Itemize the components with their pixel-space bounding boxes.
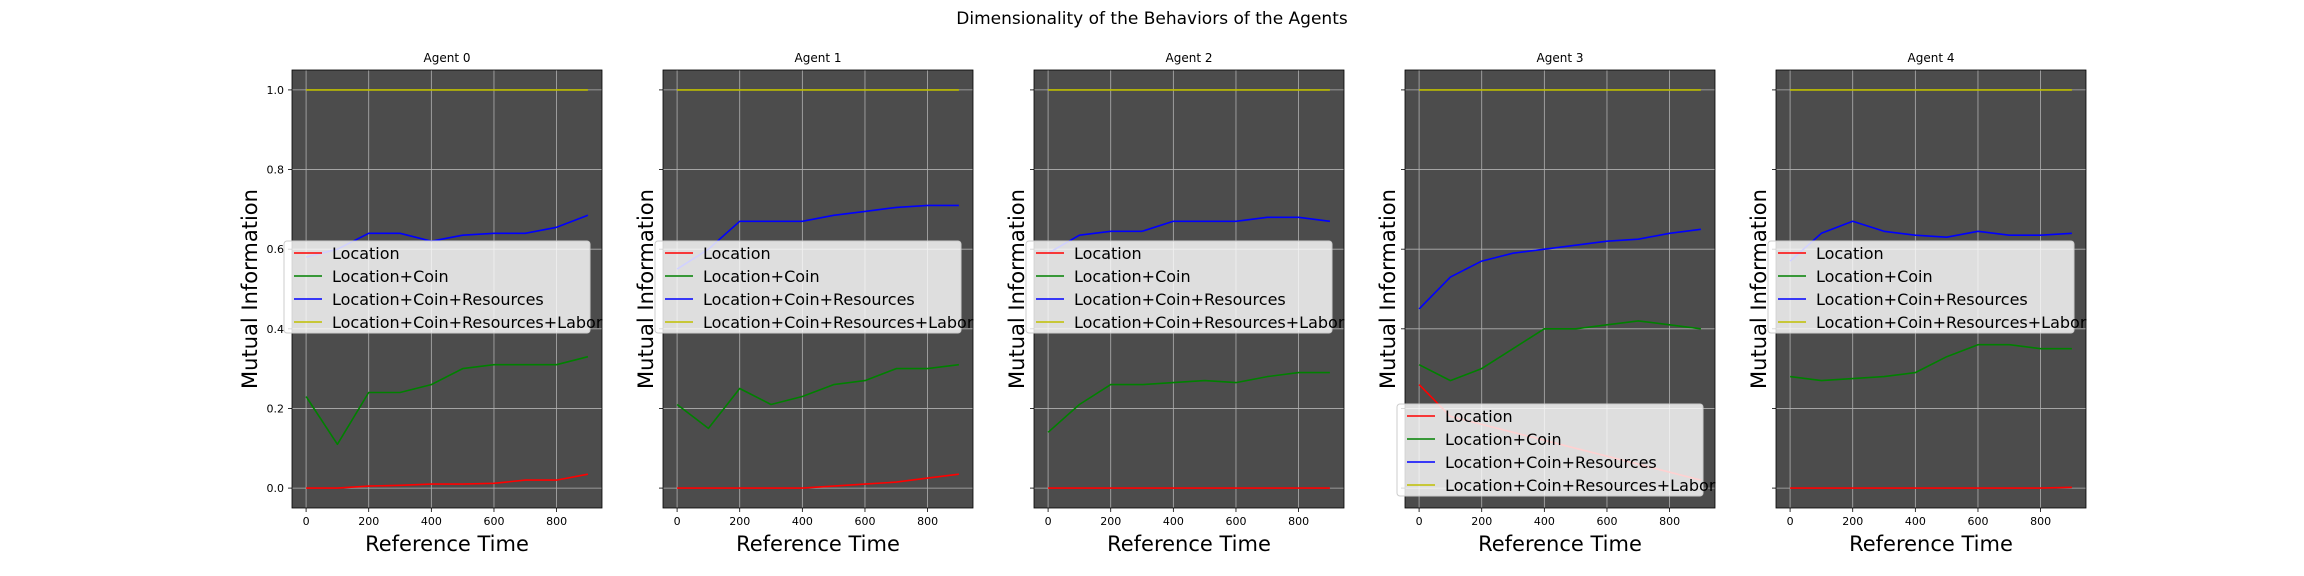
x-tick-label: 400 — [792, 515, 813, 528]
y-tick-label: 1.0 — [267, 84, 285, 97]
legend-entry-label: Location+Coin+Resources — [1445, 453, 1657, 472]
series-line-location-coin — [1418, 320, 1702, 382]
legend-entry-label: Location — [332, 244, 400, 263]
legend-entry-label: Location+Coin+Resources — [703, 290, 915, 309]
series-line-location — [1790, 486, 2072, 489]
legend-entry-label: Location+Coin+Resources — [1816, 290, 2028, 309]
x-tick-label: 600 — [1225, 515, 1246, 528]
legend-box — [1767, 240, 2075, 334]
series-line-location-coin — [305, 355, 589, 446]
legend: Location Location+Coin Location+Coin+Resou… — [283, 240, 603, 334]
subplot-title: Agent 4 — [1908, 51, 1955, 65]
x-tick-label: 600 — [483, 515, 504, 528]
legend-entry-label: Location+Coin — [703, 267, 820, 286]
legend-entry-label: Location+Coin+Resources+Labor — [1074, 313, 1345, 332]
x-tick-label: 800 — [546, 515, 567, 528]
series-line-location-coin — [676, 363, 959, 430]
series-line-location — [306, 473, 589, 489]
y-axis-label: Mutual Information — [1005, 189, 1029, 389]
legend-box — [283, 240, 591, 334]
x-tick-label: 200 — [729, 515, 750, 528]
axes-frame — [1404, 69, 1716, 509]
x-tick-label: 600 — [854, 515, 875, 528]
series-line-location-coin-resources — [1418, 228, 1702, 310]
subplot-title: Agent 1 — [795, 51, 842, 65]
x-axis-label: Reference Time — [736, 532, 900, 556]
series-line-location-coin — [1789, 343, 2072, 382]
y-tick-label: 0.2 — [267, 402, 285, 415]
x-axis-label: Reference Time — [365, 532, 529, 556]
subplot-title: Agent 2 — [1166, 51, 1213, 65]
x-axis-label: Reference Time — [1849, 532, 2013, 556]
subplot-agent-0: 0 200 400 600 800 0.0 0.2 0.4 0.6 0.8 1.0 Agent 0 Re… — [238, 51, 603, 556]
subplot-agent-3: 0 200 400 600 800 Agent 3 Reference Time Mutual… — [1376, 51, 1716, 556]
x-tick-label: 0 — [1787, 515, 1794, 528]
legend: Location Location+Coin Location+Coin+Resou… — [1025, 240, 1345, 334]
x-tick-label: 400 — [1534, 515, 1555, 528]
legend-entry-label: Location — [1816, 244, 1884, 263]
x-tick-label: 400 — [1163, 515, 1184, 528]
legend-entry-label: Location — [1074, 244, 1142, 263]
figure-title: Dimensionality of the Behaviors of the A… — [956, 9, 1348, 29]
subplot-title: Agent 0 — [424, 51, 471, 65]
legend-entry-label: Location+Coin+Resources — [332, 290, 544, 309]
x-tick-label: 200 — [358, 515, 379, 528]
x-tick-label: 800 — [1288, 515, 1309, 528]
panels: 0 200 400 600 800 0.0 0.2 0.4 0.6 0.8 1.0 Agent 0 Re… — [238, 51, 2087, 556]
x-tick-label: 800 — [2030, 515, 2051, 528]
legend-entry-label: Location+Coin — [1445, 430, 1562, 449]
x-tick-label: 0 — [1045, 515, 1052, 528]
series-line-location-coin-resources — [676, 204, 959, 270]
legend-box — [1025, 240, 1333, 334]
legend-entry-label: Location+Coin+Resources+Labor — [332, 313, 603, 332]
legend-entry-label: Location — [1445, 407, 1513, 426]
y-axis-label: Mutual Information — [238, 189, 262, 389]
y-tick-label: 0.6 — [267, 243, 285, 256]
x-tick-label: 0 — [303, 515, 310, 528]
x-tick-label: 200 — [1471, 515, 1492, 528]
x-tick-label: 200 — [1842, 515, 1863, 528]
y-axis-label: Mutual Information — [1376, 189, 1400, 389]
subplot-agent-2: 0 200 400 600 800 Agent 2 Reference Time Mutual… — [1005, 51, 1345, 556]
legend-entry-label: Location — [703, 244, 771, 263]
x-tick-label: 600 — [1967, 515, 1988, 528]
legend-box — [1396, 403, 1704, 497]
legend-entry-label: Location+Coin — [1074, 267, 1191, 286]
y-tick-label: 0.4 — [267, 323, 285, 336]
y-tick-label: 0.0 — [267, 482, 285, 495]
x-tick-label: 800 — [917, 515, 938, 528]
legend-entry-label: Location+Coin — [332, 267, 449, 286]
subplot-agent-1: 0 200 400 600 800 Agent 1 Reference Time Mutual… — [634, 51, 974, 556]
series-line-location-coin — [1047, 371, 1330, 433]
subplot-title: Agent 3 — [1537, 51, 1584, 65]
legend-box — [654, 240, 962, 334]
legend-entry-label: Location+Coin+Resources — [1074, 290, 1286, 309]
legend-entry-label: Location+Coin+Resources+Labor — [1445, 476, 1716, 495]
legend-entry-label: Location+Coin+Resources+Labor — [703, 313, 974, 332]
legend-entry-label: Location+Coin+Resources+Labor — [1816, 313, 2087, 332]
y-tick-label: 0.8 — [267, 164, 285, 177]
x-tick-label: 200 — [1100, 515, 1121, 528]
legend: Location Location+Coin Location+Coin+Resou… — [1396, 403, 1716, 497]
x-tick-label: 400 — [421, 515, 442, 528]
x-axis-label: Reference Time — [1478, 532, 1642, 556]
legend: Location Location+Coin Location+Coin+Resou… — [654, 240, 974, 334]
series-line-location — [677, 473, 959, 489]
x-axis-label: Reference Time — [1107, 532, 1271, 556]
legend: Location Location+Coin Location+Coin+Resou… — [1767, 240, 2087, 334]
y-axis-label: Mutual Information — [634, 189, 658, 389]
y-axis-label: Mutual Information — [1747, 189, 1771, 389]
x-tick-label: 0 — [1416, 515, 1423, 528]
x-tick-label: 400 — [1905, 515, 1926, 528]
series-line-location-coin-resources — [1047, 216, 1331, 254]
series-line-location-coin-resources — [1789, 220, 2072, 262]
legend-entry-label: Location+Coin — [1816, 267, 1933, 286]
x-tick-label: 600 — [1596, 515, 1617, 528]
subplot-agent-4: 0 200 400 600 800 Agent 4 Reference Time Mutual… — [1747, 51, 2087, 556]
x-tick-label: 800 — [1659, 515, 1680, 528]
x-tick-label: 0 — [674, 515, 681, 528]
